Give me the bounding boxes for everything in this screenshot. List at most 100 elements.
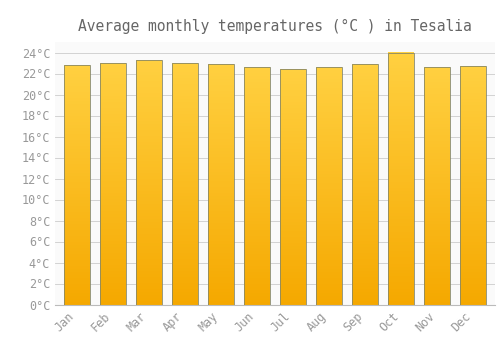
Bar <box>280 208 306 210</box>
Bar <box>172 271 198 274</box>
Bar <box>208 229 234 232</box>
Bar <box>208 235 234 238</box>
Bar <box>64 146 90 149</box>
Bar <box>64 257 90 260</box>
Bar <box>316 287 342 290</box>
Bar <box>280 258 306 260</box>
Bar <box>352 289 378 293</box>
Bar <box>244 174 270 177</box>
Bar <box>100 211 126 214</box>
Bar <box>244 222 270 224</box>
Bar <box>172 108 198 111</box>
Bar <box>460 144 486 147</box>
Bar <box>244 233 270 236</box>
Bar <box>244 124 270 126</box>
Bar <box>172 220 198 223</box>
Bar <box>244 257 270 260</box>
Bar <box>460 269 486 272</box>
Bar <box>460 188 486 191</box>
Bar <box>244 153 270 156</box>
Bar <box>316 204 342 206</box>
Bar <box>352 112 378 115</box>
Bar <box>424 230 450 233</box>
Bar <box>388 210 414 213</box>
Bar <box>244 189 270 192</box>
Bar <box>208 301 234 304</box>
Bar <box>460 301 486 304</box>
Bar <box>172 87 198 90</box>
Bar <box>136 130 162 133</box>
Bar <box>424 239 450 242</box>
Bar <box>424 97 450 100</box>
Bar <box>424 186 450 189</box>
Bar <box>352 223 378 226</box>
Bar <box>424 263 450 266</box>
Bar <box>352 265 378 268</box>
Bar <box>424 109 450 112</box>
Bar <box>136 277 162 280</box>
Bar <box>460 200 486 203</box>
Bar <box>172 175 198 178</box>
Bar <box>424 150 450 153</box>
Bar <box>424 70 450 73</box>
Bar <box>352 76 378 79</box>
Bar <box>280 128 306 131</box>
Bar <box>424 94 450 97</box>
Bar <box>388 59 414 62</box>
Bar <box>172 284 198 286</box>
Bar <box>280 137 306 140</box>
Bar <box>460 159 486 161</box>
Bar <box>64 131 90 134</box>
Bar <box>208 232 234 235</box>
Bar <box>460 227 486 230</box>
Bar <box>424 275 450 278</box>
Bar <box>100 111 126 114</box>
Bar <box>316 222 342 224</box>
Bar <box>64 221 90 224</box>
Bar <box>208 199 234 202</box>
Bar <box>460 132 486 135</box>
Bar <box>100 223 126 226</box>
Bar <box>280 69 306 304</box>
Bar <box>460 236 486 239</box>
Bar <box>64 77 90 80</box>
Bar <box>100 132 126 135</box>
Bar <box>280 202 306 204</box>
Bar <box>460 69 486 72</box>
Bar <box>208 190 234 193</box>
Bar <box>316 162 342 165</box>
Bar <box>388 84 414 87</box>
Bar <box>388 112 414 116</box>
Bar <box>460 299 486 301</box>
Bar <box>208 238 234 242</box>
Bar <box>460 272 486 275</box>
Bar <box>136 88 162 90</box>
Bar <box>172 229 198 232</box>
Bar <box>208 73 234 76</box>
Bar <box>316 239 342 242</box>
Bar <box>388 71 414 75</box>
Bar <box>100 208 126 211</box>
Bar <box>208 124 234 127</box>
Bar <box>424 168 450 171</box>
Bar <box>316 82 342 85</box>
Bar <box>460 87 486 90</box>
Bar <box>208 115 234 118</box>
Bar <box>352 103 378 106</box>
Bar <box>136 252 162 256</box>
Bar <box>244 127 270 130</box>
Bar <box>100 247 126 250</box>
Bar <box>100 280 126 284</box>
Bar <box>460 173 486 176</box>
Bar <box>388 185 414 188</box>
Bar <box>208 79 234 82</box>
Bar <box>424 124 450 126</box>
Bar <box>208 274 234 278</box>
Bar <box>316 94 342 97</box>
Bar <box>244 171 270 174</box>
Bar <box>424 153 450 156</box>
Bar <box>388 172 414 175</box>
Bar <box>208 130 234 133</box>
Bar <box>316 278 342 281</box>
Bar <box>316 230 342 233</box>
